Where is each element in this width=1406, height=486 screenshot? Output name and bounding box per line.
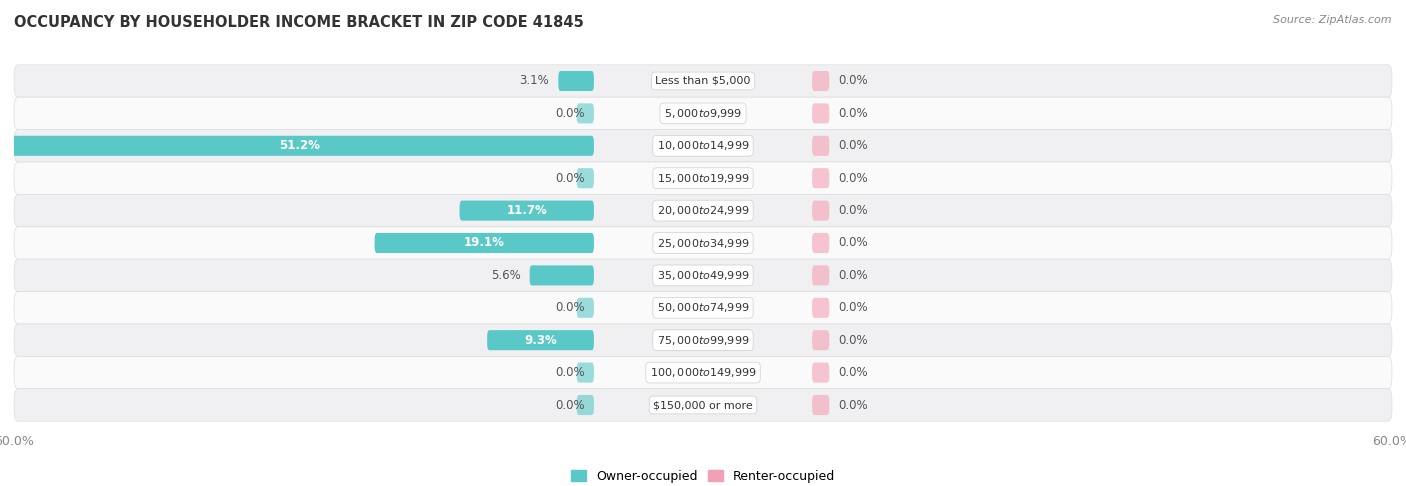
Text: 0.0%: 0.0%	[838, 334, 868, 347]
Text: 0.0%: 0.0%	[838, 301, 868, 314]
FancyBboxPatch shape	[14, 162, 1392, 194]
Legend: Owner-occupied, Renter-occupied: Owner-occupied, Renter-occupied	[567, 465, 839, 486]
Text: $15,000 to $19,999: $15,000 to $19,999	[657, 172, 749, 185]
FancyBboxPatch shape	[813, 265, 830, 285]
FancyBboxPatch shape	[14, 389, 1392, 421]
Text: Source: ZipAtlas.com: Source: ZipAtlas.com	[1274, 15, 1392, 25]
FancyBboxPatch shape	[14, 65, 1392, 97]
FancyBboxPatch shape	[576, 363, 593, 382]
FancyBboxPatch shape	[14, 130, 1392, 162]
Text: 0.0%: 0.0%	[838, 204, 868, 217]
FancyBboxPatch shape	[813, 136, 830, 156]
FancyBboxPatch shape	[14, 194, 1392, 227]
Text: 9.3%: 9.3%	[524, 334, 557, 347]
Text: 0.0%: 0.0%	[838, 399, 868, 412]
FancyBboxPatch shape	[813, 363, 830, 382]
FancyBboxPatch shape	[460, 201, 593, 221]
Text: $150,000 or more: $150,000 or more	[654, 400, 752, 410]
Text: 0.0%: 0.0%	[838, 139, 868, 152]
Text: 51.2%: 51.2%	[280, 139, 321, 152]
Text: 3.1%: 3.1%	[519, 74, 550, 87]
Text: OCCUPANCY BY HOUSEHOLDER INCOME BRACKET IN ZIP CODE 41845: OCCUPANCY BY HOUSEHOLDER INCOME BRACKET …	[14, 15, 583, 30]
FancyBboxPatch shape	[576, 395, 593, 415]
Text: $5,000 to $9,999: $5,000 to $9,999	[664, 107, 742, 120]
Text: 5.6%: 5.6%	[491, 269, 520, 282]
Text: 0.0%: 0.0%	[555, 399, 585, 412]
Text: 0.0%: 0.0%	[838, 172, 868, 185]
FancyBboxPatch shape	[374, 233, 593, 253]
FancyBboxPatch shape	[14, 227, 1392, 259]
FancyBboxPatch shape	[14, 356, 1392, 389]
FancyBboxPatch shape	[14, 324, 1392, 356]
Text: Less than $5,000: Less than $5,000	[655, 76, 751, 86]
FancyBboxPatch shape	[576, 104, 593, 123]
Text: 0.0%: 0.0%	[555, 107, 585, 120]
FancyBboxPatch shape	[813, 104, 830, 123]
Text: $20,000 to $24,999: $20,000 to $24,999	[657, 204, 749, 217]
Text: 0.0%: 0.0%	[838, 269, 868, 282]
FancyBboxPatch shape	[14, 97, 1392, 130]
FancyBboxPatch shape	[813, 395, 830, 415]
FancyBboxPatch shape	[576, 298, 593, 318]
Text: 0.0%: 0.0%	[555, 366, 585, 379]
FancyBboxPatch shape	[576, 168, 593, 188]
Text: $75,000 to $99,999: $75,000 to $99,999	[657, 334, 749, 347]
Text: 0.0%: 0.0%	[555, 301, 585, 314]
Text: $10,000 to $14,999: $10,000 to $14,999	[657, 139, 749, 152]
FancyBboxPatch shape	[813, 201, 830, 221]
Text: 0.0%: 0.0%	[838, 74, 868, 87]
FancyBboxPatch shape	[813, 71, 830, 91]
Text: 0.0%: 0.0%	[838, 107, 868, 120]
FancyBboxPatch shape	[813, 168, 830, 188]
FancyBboxPatch shape	[530, 265, 593, 285]
Text: $100,000 to $149,999: $100,000 to $149,999	[650, 366, 756, 379]
Text: $35,000 to $49,999: $35,000 to $49,999	[657, 269, 749, 282]
Text: 0.0%: 0.0%	[838, 366, 868, 379]
FancyBboxPatch shape	[813, 233, 830, 253]
FancyBboxPatch shape	[14, 259, 1392, 292]
Text: 0.0%: 0.0%	[838, 237, 868, 249]
FancyBboxPatch shape	[813, 330, 830, 350]
FancyBboxPatch shape	[486, 330, 593, 350]
Text: 11.7%: 11.7%	[506, 204, 547, 217]
Text: $50,000 to $74,999: $50,000 to $74,999	[657, 301, 749, 314]
Text: 0.0%: 0.0%	[555, 172, 585, 185]
FancyBboxPatch shape	[6, 136, 593, 156]
Text: $25,000 to $34,999: $25,000 to $34,999	[657, 237, 749, 249]
Text: 19.1%: 19.1%	[464, 237, 505, 249]
FancyBboxPatch shape	[813, 298, 830, 318]
FancyBboxPatch shape	[558, 71, 593, 91]
FancyBboxPatch shape	[14, 292, 1392, 324]
